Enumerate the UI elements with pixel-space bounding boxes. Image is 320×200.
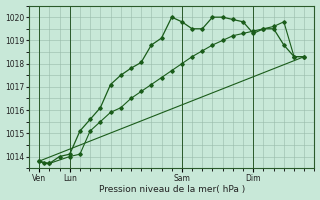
X-axis label: Pression niveau de la mer( hPa ): Pression niveau de la mer( hPa ) [99,185,245,194]
